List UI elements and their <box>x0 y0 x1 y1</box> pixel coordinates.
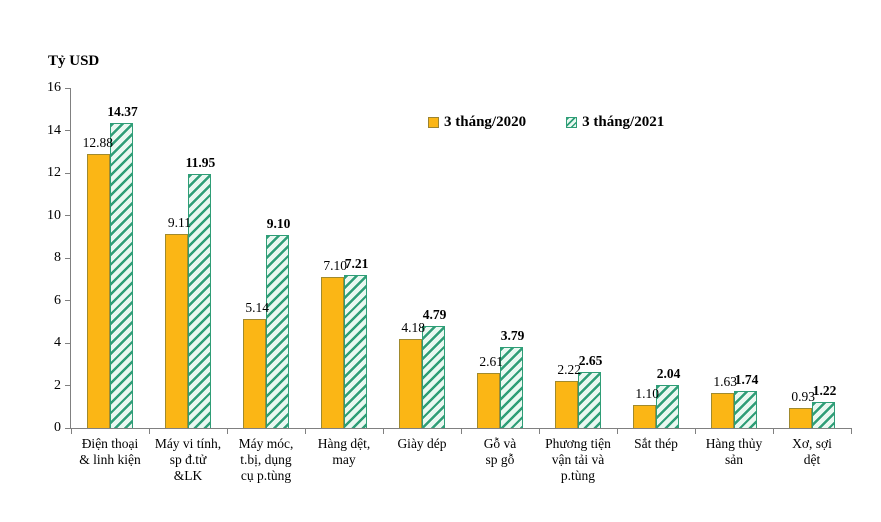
bar-2020 <box>243 318 266 428</box>
y-axis-tick <box>65 385 71 386</box>
axis-unit-label: Tỷ USD <box>48 53 100 69</box>
bar-2020 <box>399 339 422 428</box>
y-axis-tick <box>65 215 71 216</box>
value-label-2021: 7.21 <box>344 255 369 271</box>
category-label: Hàng thủy sản <box>705 436 763 467</box>
x-axis-tick <box>305 428 306 434</box>
value-label-2020: 12.88 <box>82 135 113 151</box>
y-axis-tick <box>65 300 71 301</box>
category-label: Xơ, sợi dệt <box>792 436 832 467</box>
value-label-2020: 5.14 <box>245 299 269 315</box>
bar-2020 <box>165 234 188 428</box>
bar-2020 <box>633 404 656 428</box>
bar-2021 <box>734 391 757 428</box>
bar-2020 <box>87 154 110 428</box>
category-label: Máy vi tính, sp đ.tử &LK <box>154 436 222 483</box>
y-axis-tick-label: 10 <box>47 207 61 223</box>
legend-label-2020: 3 tháng/2020 <box>444 114 527 130</box>
bar-group: 2.61 3.79 Gỗ và sp gỗ <box>461 88 539 467</box>
category-label: Giày dép <box>397 436 447 451</box>
category-label: Điện thoại & linh kiện <box>79 436 141 467</box>
bar-2020 <box>789 408 812 428</box>
bar-group: 1.63 1.74 Hàng thủy sản <box>695 88 773 467</box>
plot-area: 0 2 4 6 8 10 12 14 16 12.88 14.37 Điện thoại & linh … <box>47 81 852 483</box>
x-axis-tick <box>617 428 618 434</box>
bar-2021 <box>500 347 523 428</box>
y-axis-tick <box>65 257 71 259</box>
category-label: Máy móc, t.bị, dụng cụ p.tùng <box>238 436 294 483</box>
bar-2021 <box>110 122 133 428</box>
category-label: Hàng dệt, may <box>317 436 371 467</box>
y-axis-tick <box>65 87 71 89</box>
value-label-2021: 11.95 <box>185 155 216 171</box>
value-label-2021: 2.04 <box>656 365 681 381</box>
legend-item-2021: 3 tháng/2021 <box>566 114 664 131</box>
value-label-2021: 2.65 <box>578 352 603 368</box>
x-axis-tick <box>383 428 384 434</box>
y-axis-tick-label: 8 <box>54 250 61 265</box>
legend-swatch-2021 <box>566 117 578 128</box>
bar-2020 <box>555 380 578 428</box>
x-axis-tick <box>461 428 462 434</box>
bar-group: 5.14 9.10 Máy móc, t.bị, dụng cụ p.tùng <box>227 88 305 483</box>
bar-group: 7.10 7.21 Hàng dệt, may <box>305 88 383 467</box>
x-axis-tick <box>695 428 696 434</box>
y-axis-tick <box>65 130 71 131</box>
x-axis-tick <box>71 428 72 434</box>
y-axis-tick <box>65 342 71 344</box>
value-label-2020: 7.10 <box>323 258 347 274</box>
category-label: Gỗ và sp gỗ <box>483 436 517 467</box>
value-label-2020: 0.93 <box>791 389 815 405</box>
y-axis-tick-label: 4 <box>54 335 61 350</box>
value-label-2020: 1.10 <box>635 385 659 401</box>
legend: 3 tháng/2020 3 tháng/2021 <box>428 114 664 131</box>
bar-group: 12.88 14.37 Điện thoại & linh kiện <box>71 88 149 467</box>
y-axis-tick <box>65 172 71 174</box>
y-axis-tick-label: 2 <box>54 377 61 393</box>
value-label-2020: 9.11 <box>167 215 191 231</box>
value-label-2021: 14.37 <box>107 103 138 119</box>
bar-2021 <box>188 174 211 428</box>
bar-group: 1.10 2.04 Sắt thép <box>617 88 695 451</box>
legend-label-2021: 3 tháng/2021 <box>582 114 665 130</box>
category-label: Sắt thép <box>634 436 678 451</box>
bar-2021 <box>656 384 679 428</box>
x-axis-tick <box>149 428 150 434</box>
bar-group: 4.18 4.79 Giày dép <box>383 88 461 451</box>
value-label-2021: 3.79 <box>500 328 525 344</box>
bar-2021 <box>266 234 289 428</box>
bar-2021 <box>344 274 367 428</box>
bar-2020 <box>477 372 500 428</box>
value-label-2021: 9.10 <box>266 215 291 231</box>
x-axis-tick <box>227 428 228 434</box>
value-label-2021: 1.74 <box>734 372 759 388</box>
value-label-2021: 4.79 <box>422 307 447 323</box>
value-label-2020: 4.18 <box>401 320 425 336</box>
y-axis-tick-label: 6 <box>54 292 61 308</box>
bar-2021 <box>422 326 445 428</box>
y-axis-tick <box>65 427 71 429</box>
bar-group: 9.11 11.95 Máy vi tính, sp đ.tử &LK <box>149 88 227 483</box>
bar-2021 <box>578 371 601 428</box>
value-label-2020: 2.22 <box>557 361 581 377</box>
bar-2021 <box>812 402 835 428</box>
value-label-2021: 1.22 <box>812 383 837 399</box>
legend-item-2020: 3 tháng/2020 <box>428 114 526 131</box>
y-axis-tick-label: 16 <box>47 80 61 95</box>
bar-2020 <box>711 393 734 428</box>
y-axis-tick-label: 14 <box>47 122 61 138</box>
bar-group: 2.22 2.65 Phương tiện vận tải và p.tùng <box>539 88 617 483</box>
y-axis-tick-label: 12 <box>47 165 61 180</box>
value-label-2020: 1.63 <box>713 374 737 390</box>
bar-2020 <box>321 277 344 428</box>
x-axis-tick <box>539 428 540 434</box>
legend-swatch-2020 <box>428 117 439 128</box>
category-label: Phương tiện vận tải và p.tùng <box>545 436 611 483</box>
y-axis-tick-label: 0 <box>54 420 61 435</box>
x-axis-tick <box>773 428 774 434</box>
value-label-2020: 2.61 <box>479 353 503 369</box>
bar-group: 0.93 1.22 Xơ, sợi dệt <box>773 88 851 467</box>
x-axis-tick <box>851 428 852 434</box>
